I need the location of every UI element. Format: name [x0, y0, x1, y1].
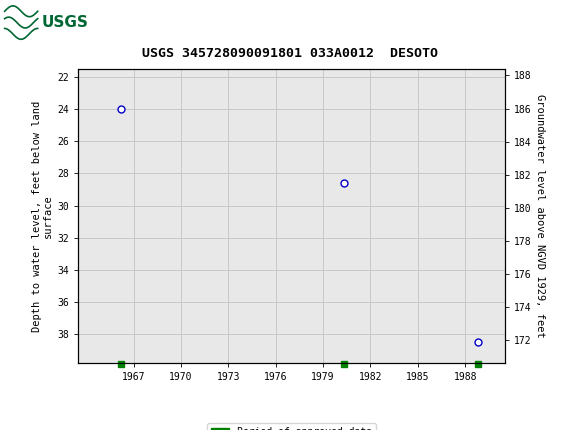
Legend: Period of approved data: Period of approved data: [208, 423, 375, 430]
Y-axis label: Depth to water level, feet below land
surface: Depth to water level, feet below land su…: [32, 101, 53, 332]
Text: USGS: USGS: [42, 15, 89, 30]
FancyBboxPatch shape: [3, 2, 78, 43]
Y-axis label: Groundwater level above NGVD 1929, feet: Groundwater level above NGVD 1929, feet: [535, 94, 545, 338]
Text: USGS 345728090091801 033A0012  DESOTO: USGS 345728090091801 033A0012 DESOTO: [142, 47, 438, 60]
